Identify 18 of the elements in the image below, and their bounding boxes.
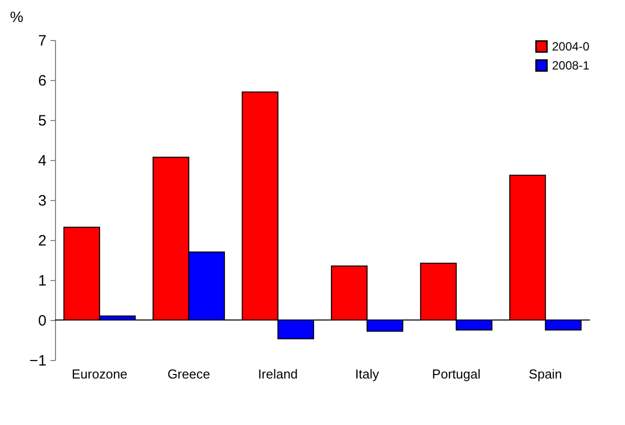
y-tick-label: 4 [38,152,46,170]
x-tick-label: Greece [167,366,210,382]
legend-label: 2008-1 [552,58,590,72]
y-tick-label: 2 [38,232,46,250]
x-tick-label: Ireland [258,366,298,382]
x-tick-label: Portugal [432,366,481,382]
x-tick-label: Eurozone [72,366,128,382]
y-tick-label: 1 [38,272,46,290]
y-tick-label: 6 [38,72,46,90]
y-tick-label: 0 [38,312,46,330]
x-tick-label: Italy [355,366,380,382]
y-axis-title: % [10,9,24,26]
y-tick-label: −1 [29,352,46,370]
legend-label: 2004-0 [552,40,590,54]
y-tick-label: 5 [38,112,46,130]
x-tick-label: Spain [528,366,562,382]
y-tick-label: 7 [38,32,46,50]
y-tick-label: 3 [38,192,46,210]
